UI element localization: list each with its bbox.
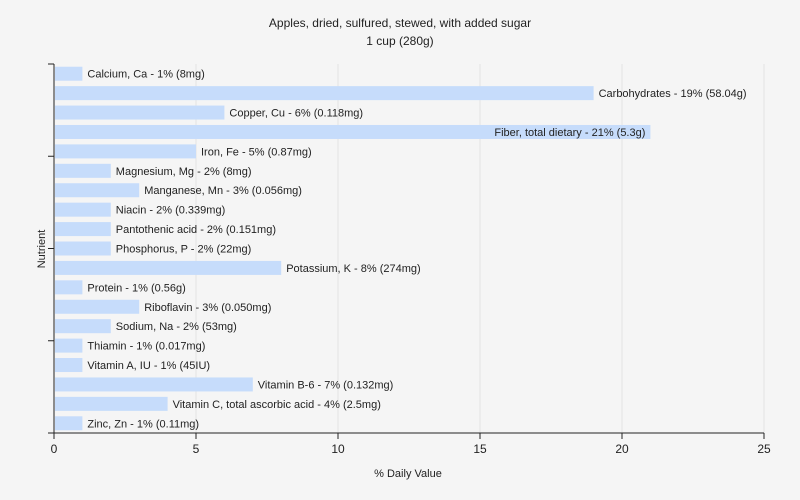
- bar-label: Iron, Fe - 5% (0.87mg): [201, 146, 312, 158]
- y-axis-label: Nutrient: [36, 230, 48, 269]
- chart-subtitle: 1 cup (280g): [366, 34, 433, 48]
- bar: [55, 319, 111, 334]
- bar: [55, 202, 111, 217]
- bar-label: Pantothenic acid - 2% (0.151mg): [116, 224, 276, 236]
- axes: 0 5 10 15 20 25: [48, 63, 771, 456]
- x-tick-label: 25: [757, 442, 771, 456]
- x-tick-label: 5: [193, 442, 200, 456]
- bar-label: Protein - 1% (0.56g): [87, 282, 185, 294]
- bar: [55, 260, 282, 275]
- x-tick-label: 10: [331, 442, 345, 456]
- bar-label: Fiber, total dietary - 21% (5.3g): [494, 127, 645, 139]
- chart-title: Apples, dried, sulfured, stewed, with ad…: [269, 16, 531, 30]
- bar-label: Calcium, Ca - 1% (8mg): [87, 69, 204, 81]
- x-tick-label: 15: [473, 442, 487, 456]
- bar-label: Magnesium, Mg - 2% (8mg): [116, 166, 252, 178]
- bar: [55, 241, 111, 256]
- bar-label: Zinc, Zn - 1% (0.11mg): [87, 418, 199, 430]
- bar-label: Potassium, K - 8% (274mg): [286, 263, 421, 275]
- bar-label: Manganese, Mn - 3% (0.056mg): [144, 185, 302, 197]
- bar: [55, 299, 140, 314]
- bar: [55, 280, 83, 295]
- bar: [55, 105, 225, 120]
- bar-label: Vitamin B-6 - 7% (0.132mg): [258, 379, 394, 391]
- bar-label: Phosphorus, P - 2% (22mg): [116, 244, 252, 256]
- bar-label: Vitamin C, total ascorbic acid - 4% (2.5…: [173, 399, 381, 411]
- bar: [55, 66, 83, 81]
- bar: [55, 144, 196, 159]
- bar-label: Niacin - 2% (0.339mg): [116, 205, 225, 217]
- bar: [55, 183, 140, 198]
- bar-label: Vitamin A, IU - 1% (45IU): [87, 360, 210, 372]
- bar: [55, 396, 168, 411]
- bar-label: Sodium, Na - 2% (53mg): [116, 321, 237, 333]
- bar-label: Carbohydrates - 19% (58.04g): [599, 88, 747, 100]
- x-tick-label: 0: [51, 442, 58, 456]
- bar-label: Thiamin - 1% (0.017mg): [87, 341, 205, 353]
- bar-label: Riboflavin - 3% (0.050mg): [144, 302, 271, 314]
- bar: [55, 163, 111, 178]
- bar: [55, 358, 83, 373]
- x-tick-label: 20: [615, 442, 629, 456]
- bar: [55, 86, 594, 101]
- bar: [55, 124, 651, 139]
- x-axis-label: % Daily Value: [374, 468, 442, 480]
- bar-label: Copper, Cu - 6% (0.118mg): [229, 108, 363, 120]
- bar: [55, 377, 253, 392]
- bar: [55, 338, 83, 353]
- bar: [55, 416, 83, 431]
- bar: [55, 222, 111, 237]
- bars: Calcium, Ca - 1% (8mg) Carbohydrates - 19…: [55, 66, 747, 431]
